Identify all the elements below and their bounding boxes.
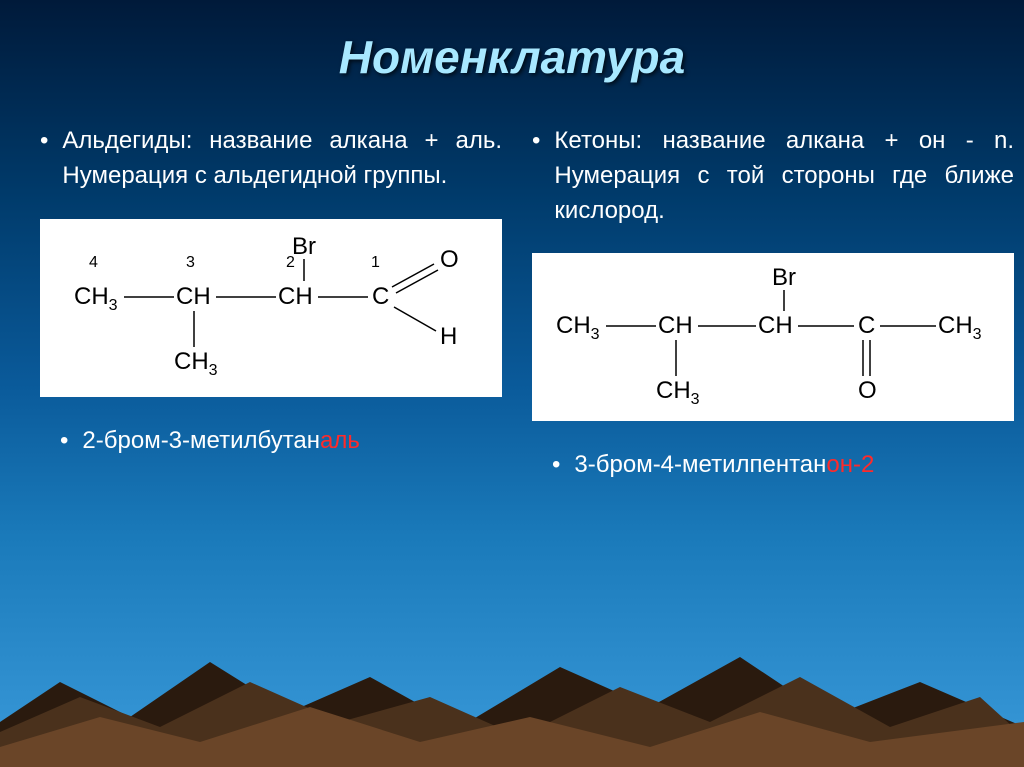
svg-text:CH3: CH3 [74, 283, 118, 314]
ketone-name-text: 3-бром-4-метилпентанон-2 [574, 451, 874, 479]
svg-text:CH3: CH3 [938, 312, 982, 343]
ketone-formula: Br CH3 CH CH C CH3 CH3 [532, 253, 1014, 421]
svg-text:Br: Br [772, 264, 796, 291]
svg-text:C: C [858, 312, 875, 339]
svg-text:O: O [440, 246, 459, 273]
left-column: • Альдегиды: название алкана + аль. Нуме… [40, 124, 502, 479]
svg-text:3: 3 [186, 254, 195, 271]
aldehyde-formula: 4 3 2 1 Br CH3 CH CH C [40, 219, 502, 397]
aldehyde-rule-text: Альдегиды: название алкана + аль. Нумера… [62, 124, 502, 194]
aldehyde-name-text: 2-бром-3-метилбутаналь [82, 427, 359, 455]
aldehyde-rule: • Альдегиды: название алкана + аль. Нуме… [40, 124, 502, 194]
bullet-icon: • [532, 124, 540, 228]
bullet-icon: • [552, 451, 560, 479]
two-column-layout: • Альдегиды: название алкана + аль. Нуме… [40, 124, 984, 479]
svg-text:1: 1 [371, 254, 380, 271]
svg-text:Br: Br [292, 233, 316, 260]
svg-text:CH3: CH3 [656, 377, 700, 408]
slide-content: Номенклатура • Альдегиды: название алкан… [0, 0, 1024, 767]
right-column: • Кетоны: название алкана + он - n. Нуме… [532, 124, 1014, 479]
ketone-rule-text: Кетоны: название алкана + он - n. Нумера… [554, 124, 1014, 228]
svg-text:O: O [858, 377, 877, 404]
svg-text:CH: CH [278, 283, 313, 310]
svg-text:C: C [372, 283, 389, 310]
svg-text:4: 4 [89, 254, 98, 271]
ketone-name: • 3-бром-4-метилпентанон-2 [552, 451, 1014, 479]
svg-text:CH3: CH3 [174, 348, 218, 379]
bullet-icon: • [40, 124, 48, 194]
svg-text:CH: CH [658, 312, 693, 339]
svg-text:CH: CH [758, 312, 793, 339]
slide-title: Номенклатура [40, 30, 984, 84]
svg-text:H: H [440, 323, 457, 350]
aldehyde-name: • 2-бром-3-метилбутаналь [60, 427, 502, 455]
svg-text:CH: CH [176, 283, 211, 310]
bullet-icon: • [60, 427, 68, 455]
svg-text:CH3: CH3 [556, 312, 600, 343]
ketone-rule: • Кетоны: название алкана + он - n. Нуме… [532, 124, 1014, 228]
